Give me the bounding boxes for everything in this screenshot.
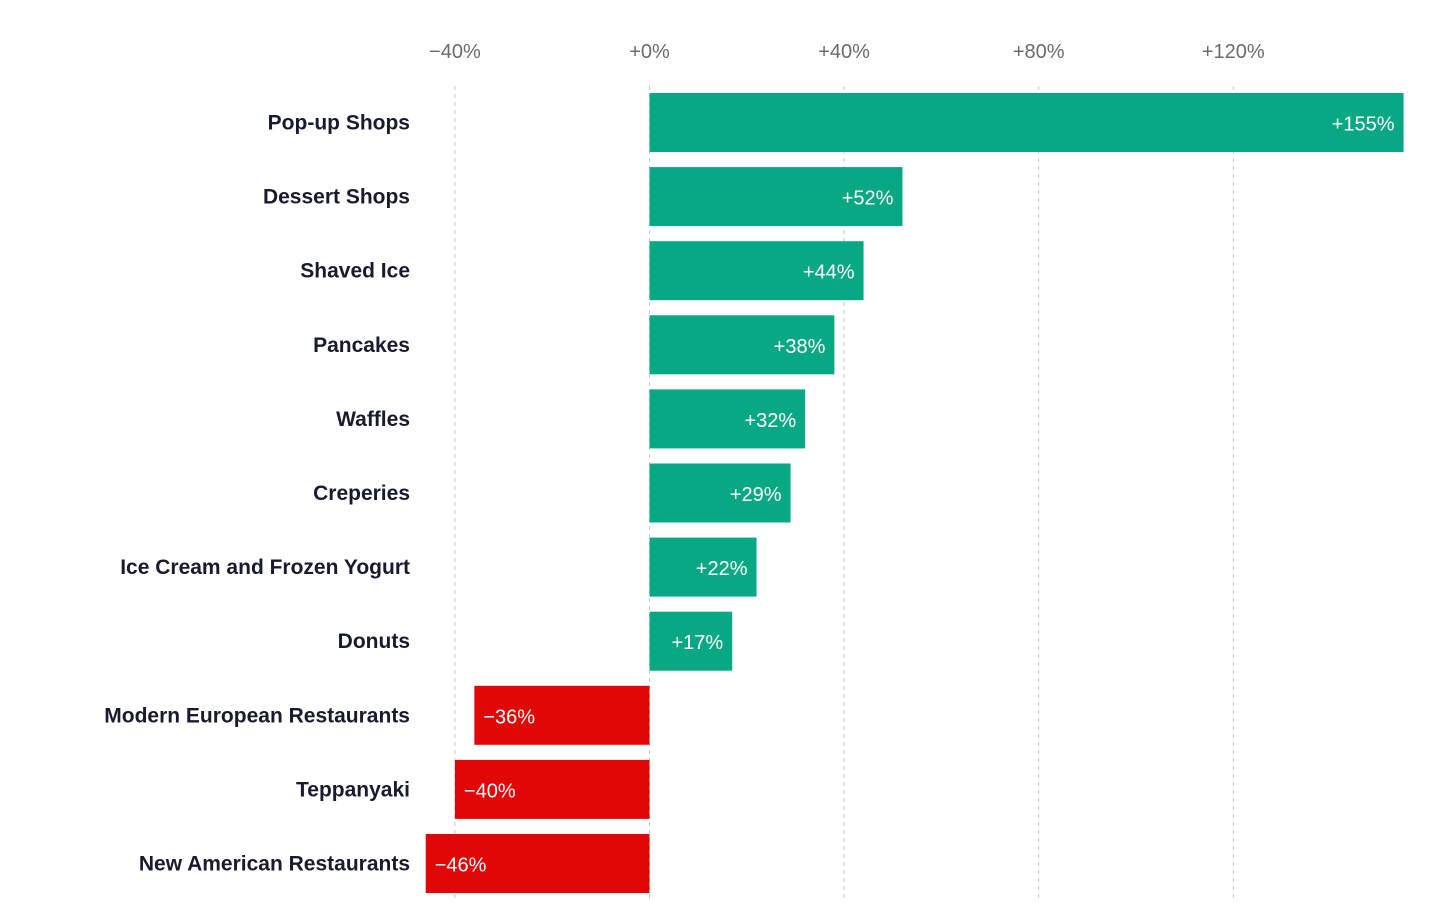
bar bbox=[649, 167, 903, 227]
category-label: Dessert Shops bbox=[263, 186, 410, 209]
x-tick-label: +120% bbox=[1202, 41, 1265, 63]
x-tick-label: +0% bbox=[629, 41, 670, 63]
data-label: +29% bbox=[730, 484, 782, 506]
category-label: Shaved Ice bbox=[300, 260, 410, 283]
bar bbox=[649, 93, 1404, 152]
bar bbox=[649, 389, 806, 449]
category-label: Ice Cream and Frozen Yogurt bbox=[120, 556, 410, 579]
category-label: Pancakes bbox=[313, 334, 410, 357]
bar bbox=[649, 463, 791, 523]
data-label: −36% bbox=[483, 706, 535, 728]
bar bbox=[474, 685, 650, 745]
x-tick-label: −40% bbox=[429, 41, 481, 63]
value-labels: +155% +52% +44% +38% +32% +29% +22% +17% −36% −40… bbox=[435, 114, 1395, 877]
bar bbox=[649, 241, 864, 301]
bar bbox=[649, 537, 757, 597]
x-tick-label: +40% bbox=[818, 41, 870, 63]
category-label: Pop-up Shops bbox=[268, 112, 410, 135]
x-tick-label: +80% bbox=[1013, 41, 1065, 63]
category-labels: Pop-up Shops Dessert Shops Shaved Ice Panca… bbox=[104, 112, 410, 876]
bar bbox=[454, 759, 650, 819]
data-label: +22% bbox=[696, 558, 748, 580]
bar bbox=[649, 315, 835, 375]
bar bbox=[425, 834, 650, 893]
category-label: Donuts bbox=[338, 630, 410, 653]
category-label: Waffles bbox=[336, 408, 410, 431]
data-label: −46% bbox=[435, 855, 487, 877]
data-label: +44% bbox=[803, 262, 855, 284]
data-label: −40% bbox=[464, 780, 516, 802]
data-label: +32% bbox=[744, 410, 796, 432]
data-label: +38% bbox=[774, 336, 826, 358]
data-label: +17% bbox=[671, 632, 723, 654]
bar bbox=[649, 611, 733, 671]
data-label: +52% bbox=[842, 188, 894, 210]
category-label: New American Restaurants bbox=[139, 853, 410, 876]
category-label: Modern European Restaurants bbox=[104, 704, 410, 727]
x-axis-ticks: −40% +0% +40% +80% +120% bbox=[429, 41, 1265, 63]
category-label: Teppanyaki bbox=[296, 778, 410, 801]
data-label: +155% bbox=[1332, 114, 1395, 136]
bars bbox=[425, 93, 1404, 893]
category-label: Creperies bbox=[313, 482, 410, 505]
